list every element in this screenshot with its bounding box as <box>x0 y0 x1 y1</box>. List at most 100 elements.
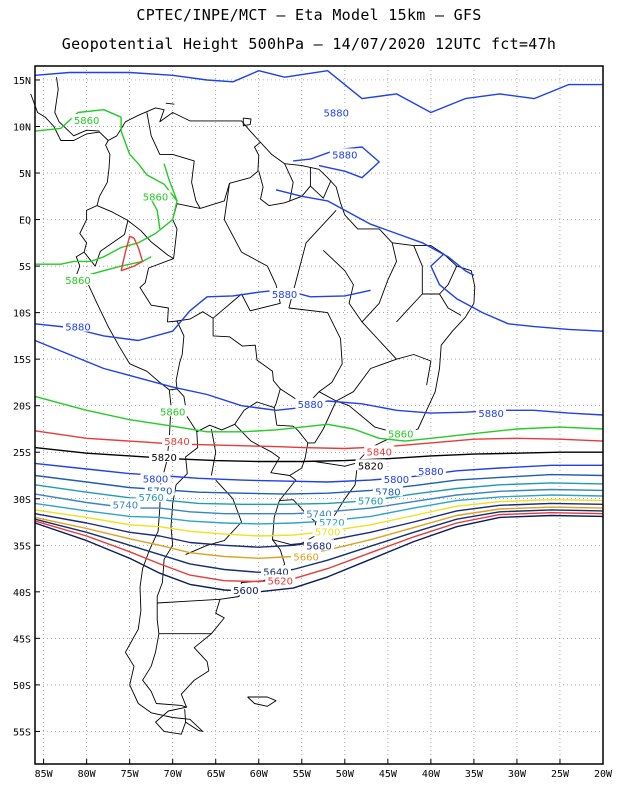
coast-border-line <box>165 102 175 105</box>
contour-label-bg <box>157 405 188 417</box>
contour-5800 <box>34 462 603 483</box>
lat-tick-label: 10S <box>13 309 31 320</box>
lat-tick-label: 35S <box>13 541 31 552</box>
contour-label-bg <box>295 397 326 409</box>
contour-label-bg <box>63 320 94 332</box>
contour-label-5760: 5760 <box>138 493 163 504</box>
contour-label-5700: 5700 <box>315 527 340 538</box>
lat-tick-label: 50S <box>13 681 31 692</box>
coast-border-line <box>258 167 311 207</box>
contour-label-bg <box>355 494 386 506</box>
contour-label-bg <box>63 274 94 286</box>
coast-border-line <box>318 391 393 433</box>
lon-tick-label: 35W <box>465 769 484 780</box>
contour-label-5880: 5880 <box>478 409 503 420</box>
coast-border-line <box>30 93 109 141</box>
coastlines-and-borders <box>30 77 476 735</box>
lon-tick-label: 45W <box>379 769 398 780</box>
lat-tick-label: 5N <box>19 169 31 180</box>
lon-tick-label: 80W <box>78 769 97 780</box>
contour-label-bg <box>110 498 141 510</box>
contour-label-bg <box>144 484 175 496</box>
contour-label-5800: 5800 <box>384 475 409 486</box>
lon-tick-label: 40W <box>422 769 441 780</box>
coast-border-line <box>322 358 397 430</box>
coast-border-line <box>139 258 185 391</box>
contour-label-bg <box>364 445 395 457</box>
contour-5880 <box>293 146 380 179</box>
coast-border-line <box>176 388 275 433</box>
coast-border-line <box>247 696 277 707</box>
coast-border-line <box>142 431 199 708</box>
contour-5860 <box>163 163 178 202</box>
coast-border-line <box>422 265 458 295</box>
coast-border-line <box>314 461 356 467</box>
contour-label-5640: 5640 <box>263 567 288 578</box>
contour-5760 <box>34 482 604 505</box>
contour-5680 <box>34 502 604 548</box>
contour-label-bg <box>415 464 446 476</box>
lon-tick-label: 25W <box>551 769 570 780</box>
lat-tick-label: 15S <box>13 355 31 366</box>
contour-label-5780: 5780 <box>375 487 400 498</box>
coast-border-line <box>361 242 397 323</box>
contour-label-5660: 5660 <box>293 552 318 563</box>
contour-label-5840: 5840 <box>164 437 189 448</box>
contour-5840 <box>120 235 144 272</box>
contour-label-bg <box>162 435 192 447</box>
contour-label-5600: 5600 <box>233 586 258 597</box>
contour-label-5860: 5860 <box>143 192 168 203</box>
lon-tick-label: 55W <box>293 769 312 780</box>
coast-border-line <box>146 112 201 209</box>
axis-ticks: 85W 80W 75W 70W 65W 60W 55W 50W 45W 40W 35W 30W 25W 2… <box>13 76 613 780</box>
title-line-2: Geopotential Height 500hPa – 14/07/2020 … <box>61 35 557 53</box>
contour-label-5680: 5680 <box>306 541 331 552</box>
contour-label-5880: 5880 <box>332 150 357 161</box>
coast-border-line <box>307 428 324 444</box>
contour-5600 <box>34 514 604 593</box>
contour-label-5820: 5820 <box>358 461 383 472</box>
lon-tick-label: 70W <box>164 769 183 780</box>
contour-label-bg <box>230 583 261 595</box>
contour-5880 <box>34 289 371 342</box>
contour-5840 <box>34 430 604 450</box>
lat-tick-label: 10N <box>13 122 31 133</box>
contour-label-bg <box>476 407 507 419</box>
coast-border-line <box>200 141 261 209</box>
contour-label-bg <box>372 485 403 497</box>
contour-label-5740: 5740 <box>113 500 138 511</box>
contour-label-bg <box>265 574 296 586</box>
contour-label-bg <box>304 539 334 551</box>
coast-border-line <box>396 354 432 386</box>
lat-tick-label: 45S <box>13 634 31 645</box>
contour-label-bg <box>136 490 167 502</box>
contour-5720 <box>34 494 604 525</box>
contour-5880 <box>34 69 603 114</box>
contour-label-bg <box>291 550 322 562</box>
lat-tick-label: 40S <box>13 588 31 599</box>
contour-label-5800: 5800 <box>143 474 168 485</box>
contour-label-bg <box>149 450 180 462</box>
map-frame <box>34 65 604 765</box>
coast-border-line <box>210 428 217 476</box>
contour-label-5620: 5620 <box>268 577 293 588</box>
lat-tick-label: 15N <box>13 76 31 87</box>
contour-5860 <box>34 395 604 442</box>
coast-border-line <box>439 293 462 316</box>
contour-labels: 5880 5880 5880 5880 5880 5880 5880 5860 5860 5860… <box>63 106 507 597</box>
contour-label-5880: 5880 <box>418 467 443 478</box>
contour-label-bg <box>329 148 360 160</box>
contour-label-5880: 5880 <box>323 109 348 120</box>
contour-5820 <box>34 446 603 463</box>
contour-label-bg <box>140 190 171 202</box>
contour-label-bg <box>304 507 334 519</box>
contour-label-5880: 5880 <box>65 323 90 334</box>
coast-border-line <box>288 209 337 309</box>
coast-border-line <box>212 251 281 319</box>
contour-5700 <box>34 499 604 537</box>
contour-label-5820: 5820 <box>151 453 176 464</box>
lon-tick-label: 65W <box>207 769 226 780</box>
lon-tick-label: 30W <box>508 769 527 780</box>
lon-tick-label: 85W <box>35 769 54 780</box>
coast-border-line <box>157 598 221 604</box>
